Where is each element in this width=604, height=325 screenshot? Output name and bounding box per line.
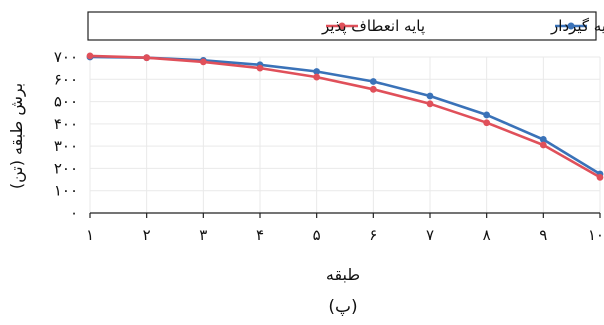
series-0 [86, 53, 604, 178]
y-tick-label: ۰ [70, 204, 78, 222]
y-tick-label: ۲۰۰ [54, 159, 78, 177]
data-point [426, 100, 434, 108]
axes: ۰ ۱۰۰ ۲۰۰ ۳۰۰ ۴۰۰ ۵۰۰ ۶۰۰ ۷۰۰ ۱ ۲ ۳ ۴ ۵ ۶ ۷ ۸ ۹ ۱۰ [54, 48, 604, 244]
x-tick-label: ۸ [483, 226, 491, 244]
x-tick-label: ۷ [426, 226, 434, 244]
data-point [596, 173, 604, 181]
data-point [539, 136, 547, 143]
data-point [143, 54, 151, 62]
y-tick-label: ۵۰۰ [54, 93, 78, 111]
legend-label-flexible: پایه انعطاف پذیر [321, 17, 425, 36]
series-line [89, 55, 601, 176]
legend-marker-fixed [567, 22, 575, 30]
series-line [89, 54, 601, 179]
y-axis-title: برش طبقه (تن) [7, 83, 27, 189]
data-point [539, 141, 547, 149]
data-point [369, 78, 377, 85]
legend-item-fixed: پایه گیردار [550, 17, 604, 36]
legend-label-fixed: پایه گیردار [550, 17, 604, 36]
x-tick-label: ۳ [199, 226, 207, 244]
x-axis-title: طبقه [326, 265, 360, 284]
data-point [483, 119, 491, 127]
x-tick-label: ۶ [369, 226, 377, 244]
data-point [426, 92, 434, 100]
data-point [86, 52, 94, 60]
data-point [199, 58, 207, 66]
grid [89, 56, 601, 214]
y-tick-label: ۱۰۰ [54, 182, 78, 200]
legend-marker-flexible [338, 22, 346, 30]
series-1 [86, 52, 604, 181]
y-tick-label: ۷۰۰ [54, 48, 78, 66]
y-tick-label: ۴۰۰ [54, 115, 78, 133]
legend: پایه گیردار پایه انعطاف پذیر [87, 11, 604, 41]
data-point [313, 73, 321, 81]
x-tick-label: ۱۰ [588, 226, 604, 244]
y-tick-label: ۳۰۰ [54, 137, 78, 155]
x-tick-label: ۹ [539, 226, 547, 244]
data-point [369, 85, 377, 93]
figure-caption: (پ) [328, 297, 357, 317]
data-point [256, 64, 264, 72]
legend-item-flexible: پایه انعطاف پذیر [321, 17, 425, 36]
x-tick-label: ۴ [256, 226, 264, 244]
x-tick-label: ۲ [143, 226, 151, 244]
x-tick-label: ۵ [313, 226, 321, 244]
data-point [313, 68, 321, 75]
y-tick-label: ۶۰۰ [54, 70, 78, 88]
x-tick-label: ۱ [86, 226, 94, 244]
data-point [483, 111, 491, 119]
series-layer [86, 52, 604, 181]
